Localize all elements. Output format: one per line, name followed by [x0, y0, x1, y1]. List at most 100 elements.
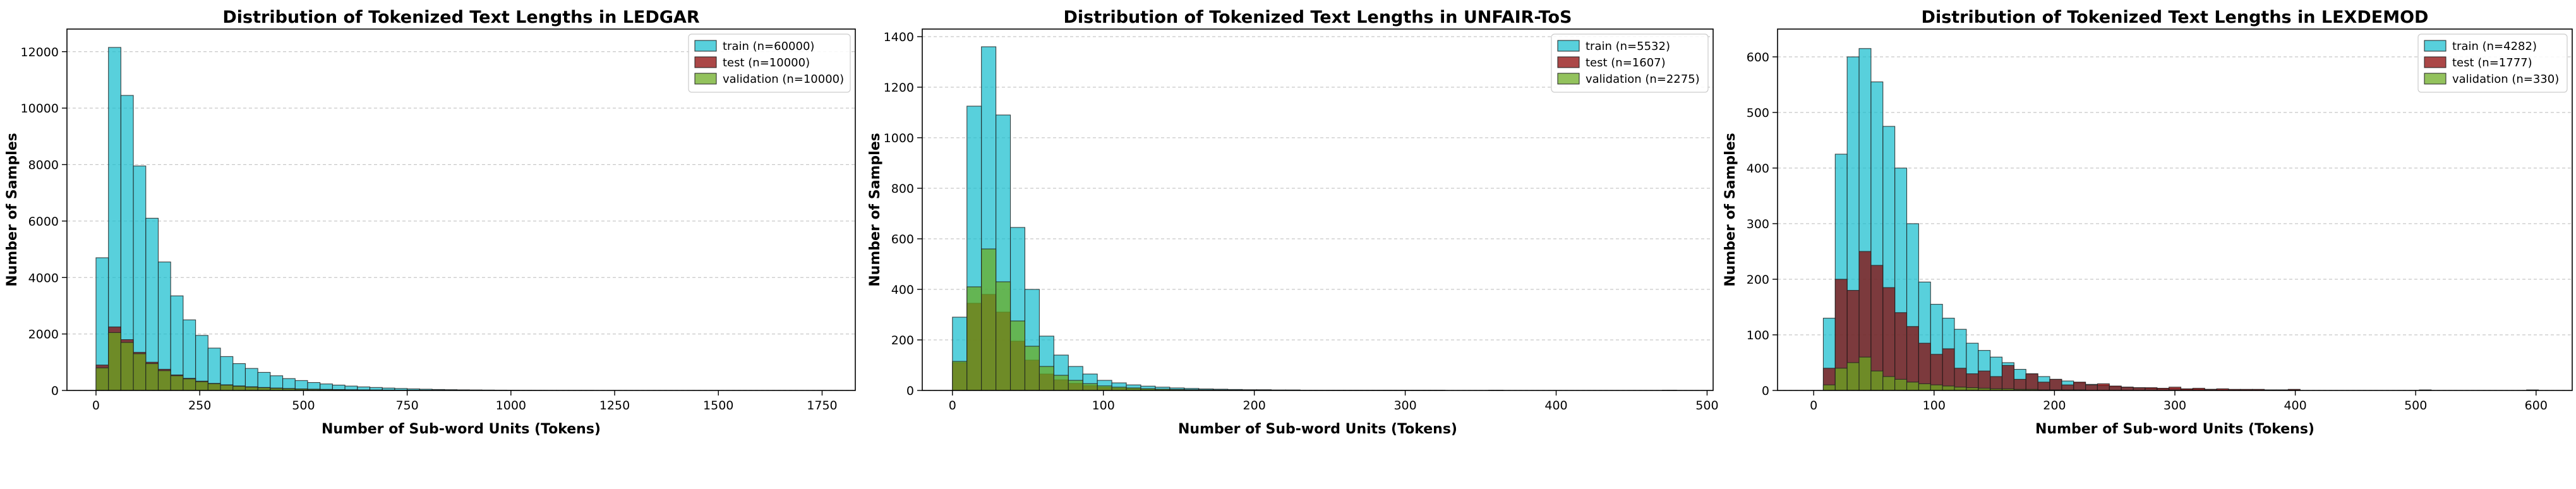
y-tick-label: 6000: [28, 215, 59, 229]
bar-test: [1918, 342, 1931, 390]
legend-swatch-train: [1557, 40, 1580, 52]
x-tick-label: 1250: [599, 399, 630, 413]
chart-title: Distribution of Tokenized Text Lengths i…: [222, 8, 699, 27]
y-tick-label: 4000: [28, 271, 59, 285]
y-tick-label: 800: [891, 182, 914, 196]
bar-validation: [1038, 366, 1054, 390]
bar-validation: [220, 384, 234, 390]
bar-validation: [1822, 384, 1836, 390]
y-tick-label: 0: [1762, 384, 1769, 398]
x-tick-label: 1500: [703, 399, 733, 413]
y-tick-label: 1000: [884, 131, 914, 145]
bar-validation: [1942, 385, 1955, 390]
y-tick-label: 2000: [28, 328, 59, 342]
x-tick-label: 300: [1393, 399, 1416, 413]
bar-validation: [120, 342, 134, 390]
x-tick-label: 0: [949, 399, 956, 413]
y-tick-label: 10000: [21, 102, 59, 116]
legend-swatch-train: [2424, 40, 2447, 52]
bar-test: [2025, 373, 2038, 390]
bar-validation: [133, 353, 147, 390]
y-tick-label: 100: [1747, 329, 1769, 342]
y-tick-label: 600: [1747, 51, 1769, 64]
x-tick-label: 600: [2525, 399, 2548, 413]
y-tick-label: 0: [906, 384, 914, 398]
bar-validation: [95, 367, 109, 390]
bar-validation: [207, 383, 221, 390]
x-axis-label: Number of Sub-word Units (Tokens): [2035, 421, 2314, 437]
plot-area: [95, 47, 594, 390]
bar-validation: [195, 381, 208, 390]
bar-validation: [145, 363, 159, 390]
bar-test: [2097, 383, 2110, 390]
x-tick-label: 300: [2164, 399, 2186, 413]
plot-area: [952, 46, 1678, 390]
legend: train (n=4282) test (n=1777) validation (n…: [2417, 33, 2568, 93]
y-tick-label: 0: [51, 384, 59, 398]
bar-validation: [1858, 356, 1872, 390]
bar-validation: [1068, 380, 1083, 390]
bar-validation: [1918, 383, 1931, 390]
x-tick-label: 1000: [496, 399, 526, 413]
legend-frame: [2417, 33, 2568, 93]
bar-validation: [1024, 346, 1040, 390]
series-train: [952, 46, 1678, 390]
x-tick-label: 0: [92, 399, 100, 413]
bar-test: [1990, 376, 2003, 390]
legend-swatch-train: [694, 40, 717, 52]
bar-validation: [1009, 320, 1026, 390]
legend-swatch-test: [2424, 56, 2447, 68]
x-tick-label: 250: [188, 399, 211, 413]
x-tick-label: 100: [1923, 399, 1946, 413]
axes-frame: [922, 28, 1714, 391]
bar-test: [2109, 385, 2122, 390]
bar-validation: [966, 286, 982, 390]
bar-test: [1978, 370, 1991, 390]
bar-test: [2001, 365, 2014, 390]
legend-swatch-validation: [694, 73, 717, 85]
bar-test: [2085, 384, 2098, 390]
bar-test: [2013, 378, 2026, 390]
chart-panel-3: 0 100 200 300 400 500 600 0 100 200 300 400 500 600 Di…: [1723, 8, 2573, 437]
y-tick-label: 400: [891, 283, 914, 297]
series-train: [1822, 48, 2539, 390]
bar-validation: [1834, 368, 1848, 390]
y-axis-label: Number of Samples: [1723, 133, 1738, 286]
series-validation: [95, 332, 483, 390]
bar-validation: [157, 370, 171, 390]
y-tick-label: 200: [891, 334, 914, 347]
bar-test: [2049, 378, 2062, 390]
chart-panel-1: 0 250 500 750 1000 1250 1500 1750 0 2000 4000 6000 8…: [4, 8, 856, 437]
y-tick-label: 600: [891, 232, 914, 246]
legend-label-validation: validation (n=10000): [723, 73, 844, 86]
series-validation: [952, 248, 1272, 390]
x-tick-label: 400: [1544, 399, 1567, 413]
legend: train (n=60000) test (n=10000) validation …: [688, 33, 851, 93]
legend-label-validation: validation (n=2275): [1586, 73, 1700, 86]
bar-validation: [244, 387, 258, 390]
x-tick-label: 500: [1695, 399, 1718, 413]
bar-validation: [170, 375, 184, 390]
bar-test: [2037, 382, 2050, 390]
x-axis-label: Number of Sub-word Units (Tokens): [322, 421, 601, 437]
bar-validation: [1082, 383, 1098, 390]
x-tick-label: 750: [395, 399, 418, 413]
legend-label-test: test (n=10000): [723, 56, 810, 69]
bar-validation: [952, 361, 968, 390]
bar-validation: [1870, 370, 1884, 390]
bar-validation: [183, 378, 196, 390]
legend-swatch-validation: [2424, 73, 2447, 85]
bar-validation: [232, 385, 246, 390]
bar-test: [1894, 312, 1908, 390]
bar-test: [1942, 348, 1955, 390]
x-tick-label: 100: [1092, 399, 1115, 413]
legend: train (n=5532) test (n=1607) validation (n…: [1551, 33, 1709, 93]
x-tick-label: 500: [2404, 399, 2427, 413]
axes-frame: [66, 28, 856, 391]
plot-area: [1822, 48, 2539, 390]
bar-validation: [1097, 385, 1112, 390]
legend-label-validation: validation (n=330): [2452, 73, 2559, 86]
series-train: [95, 47, 594, 390]
bar-test: [1906, 326, 1919, 390]
y-tick-label: 12000: [21, 45, 59, 59]
